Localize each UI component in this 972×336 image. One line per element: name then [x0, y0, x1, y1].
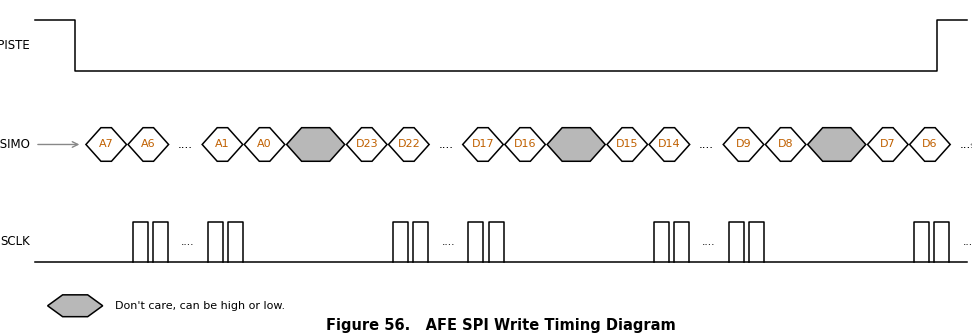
Polygon shape — [765, 128, 806, 161]
Text: ....: .... — [699, 138, 714, 151]
Text: ....: .... — [959, 138, 972, 151]
Polygon shape — [868, 128, 908, 161]
Text: ....: .... — [702, 237, 715, 247]
Polygon shape — [86, 128, 126, 161]
Text: ....: .... — [178, 138, 192, 151]
Text: D23: D23 — [356, 139, 378, 150]
Text: Figure 56.   AFE SPI Write Timing Diagram: Figure 56. AFE SPI Write Timing Diagram — [327, 319, 676, 333]
Polygon shape — [808, 128, 866, 161]
Text: D8: D8 — [778, 139, 793, 150]
Polygon shape — [244, 128, 285, 161]
Text: D9: D9 — [736, 139, 751, 150]
Text: ....: .... — [181, 237, 194, 247]
Text: A0: A0 — [258, 139, 272, 150]
Polygon shape — [346, 128, 387, 161]
Text: A6: A6 — [141, 139, 156, 150]
Text: Don't care, can be high or low.: Don't care, can be high or low. — [115, 301, 285, 311]
Text: SPISTE: SPISTE — [0, 39, 30, 52]
Polygon shape — [48, 295, 103, 317]
Polygon shape — [723, 128, 764, 161]
Polygon shape — [287, 128, 345, 161]
Polygon shape — [463, 128, 503, 161]
Polygon shape — [389, 128, 429, 161]
Text: ....: .... — [438, 138, 453, 151]
Text: D16: D16 — [514, 139, 537, 150]
Polygon shape — [202, 128, 243, 161]
Text: D7: D7 — [880, 139, 895, 150]
Text: D6: D6 — [922, 139, 938, 150]
Polygon shape — [910, 128, 951, 161]
Text: A1: A1 — [215, 139, 229, 150]
Polygon shape — [607, 128, 647, 161]
Polygon shape — [128, 128, 168, 161]
Polygon shape — [649, 128, 690, 161]
Text: SCLK: SCLK — [0, 236, 30, 248]
Text: A7: A7 — [99, 139, 114, 150]
Text: ....: .... — [962, 237, 972, 247]
Polygon shape — [504, 128, 545, 161]
Text: D17: D17 — [471, 139, 495, 150]
Text: D15: D15 — [616, 139, 639, 150]
Text: ....: .... — [441, 237, 455, 247]
Text: SPISIMO: SPISIMO — [0, 138, 30, 151]
Text: D22: D22 — [398, 139, 420, 150]
Polygon shape — [547, 128, 606, 161]
Text: D14: D14 — [658, 139, 680, 150]
